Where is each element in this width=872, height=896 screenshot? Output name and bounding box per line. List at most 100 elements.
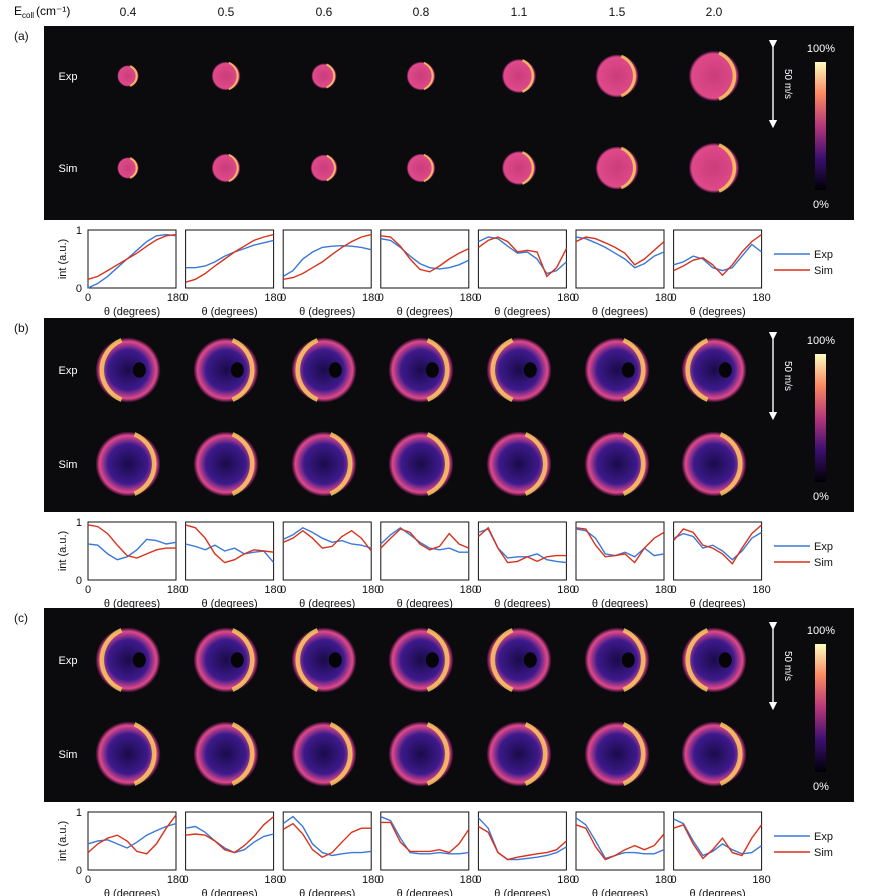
sim-image-7-highlight (719, 432, 743, 496)
exp-image-1 (117, 65, 139, 87)
sim-image-7 (688, 142, 740, 194)
x-tick-min: 0 (378, 292, 384, 304)
series-line-sim-1 (87, 233, 177, 280)
sim-image-4-highlight (426, 722, 450, 786)
exp-image-7 (681, 337, 747, 403)
sim-image-2-highlight (231, 432, 255, 496)
series-line-exp-3 (282, 244, 372, 278)
x-tick-max: 180 (557, 874, 575, 886)
exp-image-4 (406, 61, 436, 91)
exp-image-6 (584, 337, 650, 403)
x-tick-min: 0 (573, 292, 579, 304)
exp-image-3 (311, 63, 337, 89)
panel-label: (b) (14, 321, 29, 335)
x-tick-min: 0 (85, 292, 91, 304)
x-tick-min: 0 (671, 874, 677, 886)
sim-image-4 (406, 153, 436, 183)
line-plot-frame-1 (87, 229, 177, 289)
x-tick-min: 0 (280, 292, 286, 304)
line-plot-frame-5 (477, 521, 567, 581)
x-tick-min: 0 (280, 584, 286, 596)
series-line-exp-1 (87, 233, 177, 289)
energy-value-7: 2.0 (706, 5, 723, 19)
beam-hole-1 (132, 362, 146, 378)
sim-image-1 (95, 721, 161, 787)
row-label-exp: Exp (59, 655, 78, 667)
energy-value-1: 0.4 (120, 5, 137, 19)
x-tick-max: 180 (362, 292, 380, 304)
panel-label: (c) (14, 611, 28, 625)
exp-image-5-highlight (490, 628, 514, 692)
sim-image-7-highlight (718, 143, 737, 193)
sim-image-2-highlight (228, 153, 239, 183)
y-tick-top: 1 (76, 225, 82, 237)
series-line-sim-7 (673, 234, 763, 277)
series-line-sim-7 (673, 524, 763, 565)
series-line-exp-2 (185, 825, 274, 854)
sim-image-5 (486, 431, 552, 497)
x-axis-label: θ (degrees) (494, 306, 550, 318)
series-line-sim-5 (477, 526, 567, 564)
x-axis-label: θ (degrees) (201, 306, 257, 318)
x-tick-min: 0 (85, 874, 91, 886)
x-tick-min: 0 (475, 874, 481, 886)
sim-image-1-highlight (129, 157, 138, 179)
row-label-sim: Sim (59, 459, 78, 471)
exp-image-4-highlight (426, 338, 450, 402)
line-plot-frame-5 (477, 811, 567, 871)
x-tick-min: 0 (183, 292, 189, 304)
exp-image-2 (193, 627, 259, 693)
sim-image-4-highlight (426, 432, 450, 496)
energy-value-2: 0.5 (218, 5, 235, 19)
x-tick-max: 180 (460, 584, 478, 596)
series-line-exp-2 (185, 239, 274, 269)
x-tick-max: 180 (167, 874, 185, 886)
row-label-exp: Exp (59, 71, 78, 83)
x-tick-min: 0 (573, 584, 579, 596)
exp-image-1-highlight (99, 338, 123, 402)
line-plot-frame-3 (282, 521, 372, 581)
x-tick-max: 180 (655, 292, 673, 304)
beam-hole-5 (523, 652, 537, 668)
series-line-sim-7 (673, 823, 763, 860)
x-tick-max: 180 (264, 584, 282, 596)
colorbar-max-label: 100% (807, 625, 835, 637)
line-plot-frame-7 (673, 811, 763, 871)
sim-image-1 (117, 157, 139, 179)
x-axis-label: θ (degrees) (104, 888, 160, 896)
series-line-sim-6 (575, 527, 665, 564)
beam-hole-2 (230, 362, 244, 378)
exp-image-5 (486, 337, 552, 403)
sim-image-2 (193, 431, 259, 497)
legend-sim-label: Sim (814, 557, 833, 569)
exp-image-6 (584, 627, 650, 693)
exp-image-7-highlight (685, 628, 709, 692)
x-tick-max: 180 (362, 584, 380, 596)
beam-hole-6 (621, 652, 635, 668)
sim-image-7 (681, 721, 747, 787)
series-line-sim-1 (87, 814, 177, 855)
exp-image-4-highlight (426, 628, 450, 692)
sim-image-3-highlight (326, 154, 336, 182)
y-axis-label: int (a.u.) (57, 531, 69, 571)
row-label-sim: Sim (59, 163, 78, 175)
series-line-exp-1 (87, 538, 177, 561)
exp-image-7 (688, 50, 740, 102)
x-tick-min: 0 (280, 874, 286, 886)
legend-sim-label: Sim (814, 265, 833, 277)
sim-image-6 (584, 431, 650, 497)
series-line-exp-6 (575, 236, 665, 269)
exp-image-4 (388, 337, 454, 403)
sim-image-1 (95, 431, 161, 497)
x-tick-max: 180 (655, 874, 673, 886)
exp-image-1-highlight (129, 65, 138, 87)
sim-image-6-highlight (620, 146, 636, 190)
series-line-exp-5 (477, 817, 567, 861)
series-line-sim-4 (380, 821, 470, 854)
x-tick-min: 0 (378, 584, 384, 596)
sim-image-1-highlight (133, 432, 157, 496)
panel-label: (a) (14, 29, 29, 43)
sim-image-5 (486, 721, 552, 787)
sim-image-5-highlight (524, 432, 548, 496)
colorbar-max-label: 100% (807, 335, 835, 347)
